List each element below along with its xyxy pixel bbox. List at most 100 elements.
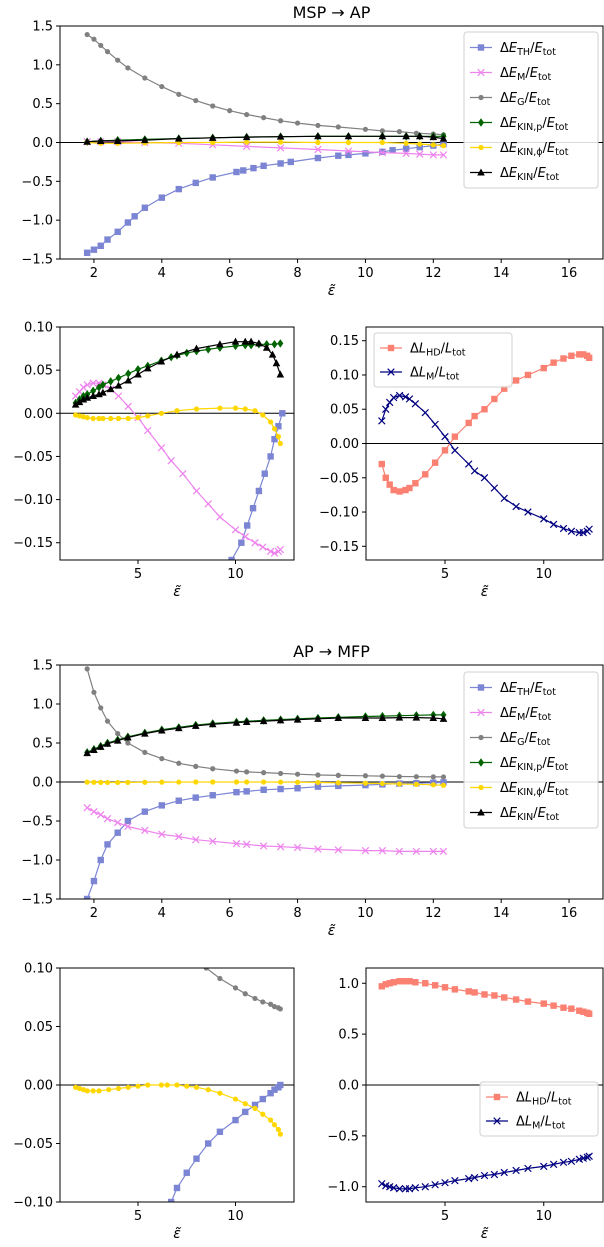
data-point	[141, 204, 149, 211]
data-point	[115, 415, 122, 422]
data-point	[158, 194, 166, 201]
data-point	[422, 980, 429, 987]
data-point	[277, 118, 284, 124]
data-point	[271, 426, 278, 432]
data-point	[252, 995, 258, 1002]
data-point	[242, 991, 248, 997]
data-point	[135, 365, 141, 374]
data-point	[465, 988, 472, 995]
data-point	[512, 1166, 520, 1175]
data-point	[90, 746, 98, 754]
series-3	[84, 31, 447, 138]
data-point	[379, 780, 386, 787]
series-2	[203, 968, 283, 1012]
legend-label: ΔEKIN​/Etot​	[500, 806, 559, 823]
data-point	[524, 1164, 532, 1173]
data-point	[90, 1088, 96, 1094]
data-point	[173, 1184, 181, 1192]
data-point	[232, 985, 239, 991]
data-point	[540, 1162, 548, 1171]
chart-title: AP → MFP	[293, 642, 370, 661]
series-line	[75, 1084, 281, 1135]
x-tick-label: 5	[441, 1209, 449, 1224]
data-point	[90, 877, 98, 885]
data-point	[203, 968, 209, 971]
data-point	[315, 122, 321, 129]
legend-marker	[477, 44, 485, 51]
legend-marker	[387, 344, 395, 352]
legend: ΔLHD​/Ltot​ ΔLM​/Ltot​	[373, 332, 513, 388]
data-point	[293, 715, 302, 723]
data-point	[405, 1185, 414, 1193]
data-point	[247, 337, 255, 345]
data-point	[73, 1084, 79, 1090]
y-tick-label: −0.10	[13, 1196, 53, 1211]
data-point	[430, 782, 436, 788]
data-point	[294, 120, 301, 126]
y-tick-label: 0.00	[24, 1079, 53, 1094]
data-point	[402, 978, 409, 985]
y-tick-label: 0.10	[24, 321, 53, 336]
data-point	[550, 1002, 557, 1009]
y-tick-label: 0.00	[24, 407, 53, 422]
data-point	[550, 359, 557, 366]
data-point	[241, 337, 250, 345]
data-point	[396, 488, 403, 495]
legend-label: ΔEKIN,p​/Etot​	[500, 116, 568, 133]
legend-marker	[478, 94, 484, 101]
data-point	[396, 129, 402, 135]
data-point	[378, 714, 387, 722]
x-tick-label: 10	[357, 906, 374, 921]
data-point	[76, 413, 83, 419]
legend-label: ΔLM​/Ltot​	[516, 1115, 566, 1132]
data-point	[135, 415, 141, 421]
data-point	[277, 770, 284, 777]
data-point	[287, 158, 294, 166]
series-5	[84, 779, 447, 788]
data-point	[481, 406, 488, 413]
data-point	[490, 1170, 499, 1179]
x-tick-label: 10	[227, 1209, 244, 1224]
data-point	[158, 410, 164, 416]
data-point	[491, 992, 498, 999]
data-point	[204, 500, 212, 508]
data-point	[271, 1122, 278, 1128]
data-point	[90, 415, 96, 422]
data-point	[252, 1105, 258, 1111]
data-point	[395, 391, 404, 400]
y-tick-label: −1.5	[21, 893, 53, 908]
legend-frame	[463, 671, 599, 829]
data-point	[268, 350, 277, 358]
data-point	[440, 779, 447, 786]
data-point	[335, 152, 342, 159]
data-point	[96, 136, 105, 144]
data-point	[98, 779, 104, 785]
data-point	[276, 132, 285, 140]
x-tick-label: 8	[293, 906, 301, 921]
x-axis-label: ε̃	[173, 1226, 181, 1242]
data-point	[115, 373, 122, 383]
data-point	[267, 1089, 274, 1097]
data-point	[142, 749, 148, 755]
data-point	[83, 895, 91, 899]
data-point	[395, 713, 404, 721]
data-point	[192, 487, 201, 495]
series-line	[86, 807, 444, 852]
data-point	[560, 355, 567, 362]
y-tick-label: 0.15	[330, 334, 359, 349]
x-tick-label: 6	[226, 266, 234, 281]
data-point	[167, 1198, 175, 1202]
data-point	[402, 149, 410, 158]
data-point	[465, 419, 472, 427]
legend-marker	[477, 168, 485, 176]
data-point	[361, 846, 370, 855]
data-point	[241, 532, 249, 541]
data-point	[84, 31, 90, 38]
data-point	[89, 379, 97, 387]
x-tick-label: 16	[561, 906, 578, 921]
data-point	[242, 840, 251, 849]
legend-item: ΔEM​/Etot​	[470, 66, 551, 83]
data-point	[439, 134, 448, 142]
data-point	[158, 1082, 164, 1088]
data-point	[583, 1153, 591, 1161]
